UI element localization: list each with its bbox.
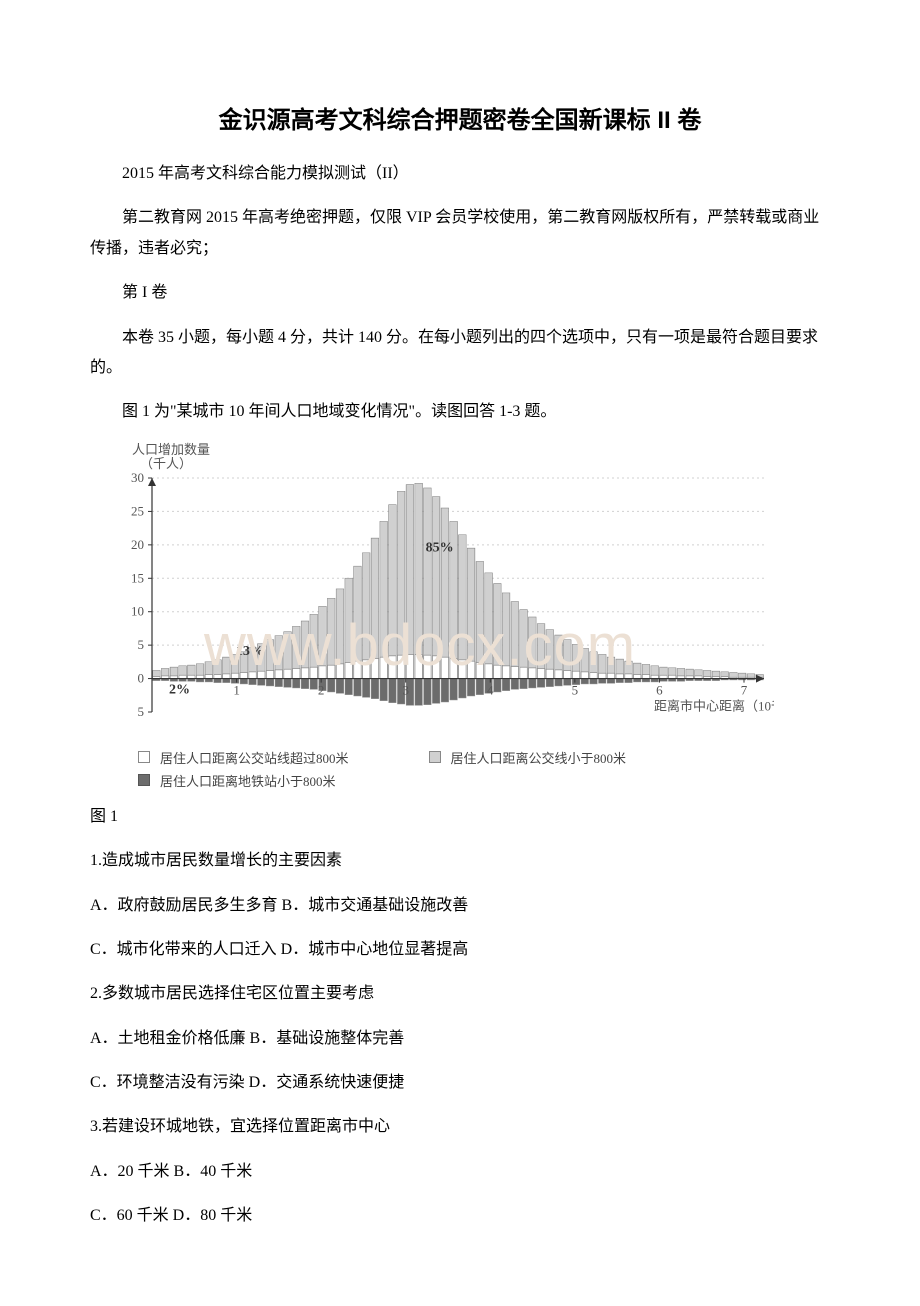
intro-paragraph-2: 第二教育网 2015 年高考绝密押题，仅限 VIP 会员学校使用，第二教育网版权… [90,203,830,264]
question-1: 1.造成城市居民数量增长的主要因素 [90,846,830,876]
page-title: 金识源高考文科综合押题密卷全国新课标 II 卷 [90,100,830,135]
svg-text:4: 4 [487,682,494,697]
population-chart: 人口增加数量（千人）30 25 20 15 10 5 0 5 1 2 3 4 5 6 7距离市中心距离（10… [94,442,830,794]
figure-label: 图 1 [90,802,830,832]
svg-text:6: 6 [656,682,663,697]
svg-text:20: 20 [131,537,144,552]
legend-swatch [138,774,150,786]
chart-legend: 居住人口距离公交站线超过800米 居住人口距离公交线小于800米居住人口距离地铁站… [138,748,830,794]
svg-text:1: 1 [233,682,240,697]
question-3-options-ab: A．20 千米 B．40 千米 [90,1157,830,1187]
question-3: 3.若建设环城地铁，宜选择位置距离市中心 [90,1112,830,1142]
legend-item: 居住人口距离地铁站小于800米 [138,771,790,790]
svg-text:25: 25 [131,503,144,518]
svg-text:30: 30 [131,470,144,485]
intro-paragraph-1: 2015 年高考文科综合能力模拟测试（II） [90,159,830,189]
svg-text:13%: 13% [236,644,264,659]
instructions: 本卷 35 小题，每小题 4 分，共计 140 分。在每小题列出的四个选项中，只… [90,323,830,384]
legend-swatch [429,751,441,763]
question-2-options-cd: C．环境整洁没有污染 D．交通系统快速便捷 [90,1068,830,1098]
svg-text:人口增加数量: 人口增加数量 [132,442,210,457]
legend-label: 居住人口距离公交站线超过800米 [160,748,349,767]
legend-label: 居住人口距离地铁站小于800米 [160,771,336,790]
svg-text:3: 3 [402,682,409,697]
legend-swatch [138,751,150,763]
svg-text:2: 2 [318,682,325,697]
svg-text:5: 5 [572,682,579,697]
legend-label: 居住人口距离公交线小于800米 [451,748,627,767]
figure-intro: 图 1 为"某城市 10 年间人口地域变化情况"。读图回答 1-3 题。 [90,397,830,427]
svg-text:10: 10 [131,603,144,618]
section-heading: 第 I 卷 [90,278,830,308]
svg-text:2%: 2% [169,682,190,697]
svg-text:（千人）: （千人） [140,456,192,471]
question-1-options-ab: A．政府鼓励居民多生多育 B．城市交通基础设施改善 [90,891,830,921]
svg-text:0: 0 [138,670,145,685]
svg-text:7: 7 [741,682,748,697]
svg-text:距离市中心距离（10千米）: 距离市中心距离（10千米） [654,698,774,713]
question-2-options-ab: A．土地租金价格低廉 B．基础设施整体完善 [90,1024,830,1054]
svg-text:5: 5 [138,704,145,719]
svg-text:85%: 85% [426,540,454,555]
question-3-options-cd: C．60 千米 D．80 千米 [90,1201,830,1231]
svg-text:15: 15 [131,570,144,585]
question-2: 2.多数城市居民选择住宅区位置主要考虑 [90,979,830,1009]
svg-text:5: 5 [138,637,145,652]
legend-item: 居住人口距离公交线小于800米 [429,748,627,767]
question-1-options-cd: C．城市化带来的人口迁入 D．城市中心地位显著提高 [90,935,830,965]
legend-item: 居住人口距离公交站线超过800米 [138,748,349,767]
